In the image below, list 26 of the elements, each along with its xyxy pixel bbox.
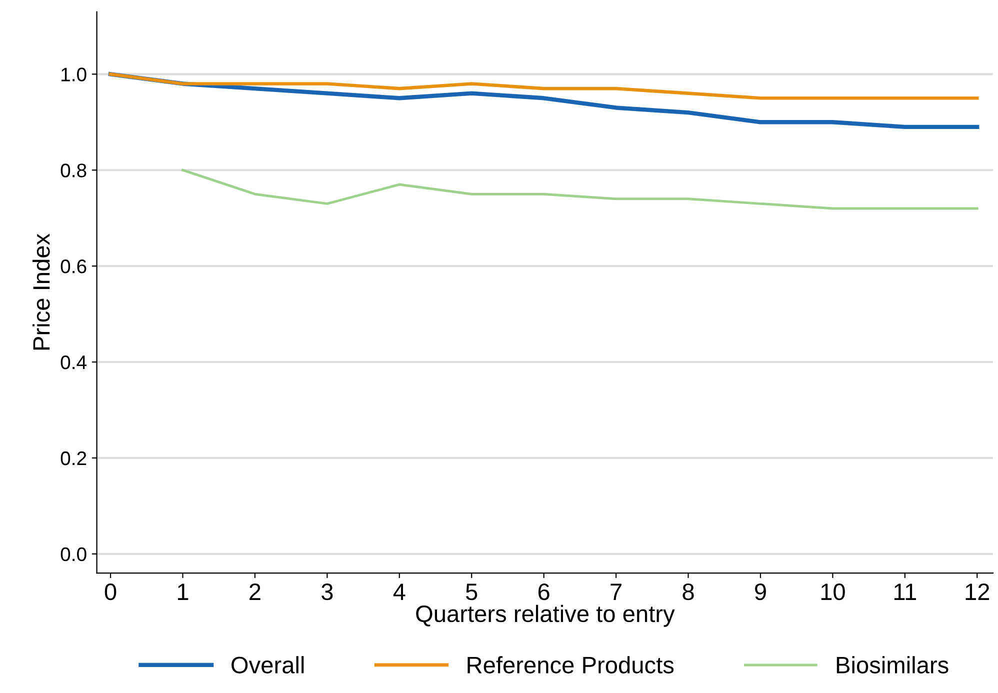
x-tick-label: 2 (250, 583, 260, 600)
x-tick-label: 9 (755, 583, 766, 600)
x-tick-label: 1 (178, 584, 188, 600)
legend-label: Overall (232, 656, 304, 674)
y-tick-label: 0.8 (60, 164, 86, 178)
y-axis-title: Price Index (32, 234, 50, 350)
x-axis-title: Quarters relative to entry (416, 604, 675, 627)
line-series (181, 168, 978, 210)
legend-label: Reference Products (468, 656, 674, 674)
y-tick-label: 0.0 (60, 547, 86, 562)
x-tick-label: 10 (821, 583, 845, 600)
x-tick-label: 4 (393, 584, 406, 600)
x-tick-label: 3 (322, 583, 333, 600)
y-tick-label: 1.0 (62, 68, 86, 82)
x-tick-label: 5 (466, 584, 478, 600)
x-tick-label: 7 (610, 584, 622, 600)
x-tick-label: 11 (894, 584, 916, 600)
line-series (108, 72, 979, 100)
x-tick-label: 6 (538, 583, 550, 600)
x-tick-label: 8 (682, 583, 694, 600)
y-tick-label: 0.4 (60, 355, 87, 370)
legend-label: Biosimilars (836, 656, 948, 674)
y-tick-label: 0.6 (60, 260, 86, 274)
x-tick-label: 0 (104, 583, 116, 600)
x-tick-label: 12 (966, 583, 990, 600)
y-tick-label: 0.2 (60, 451, 86, 466)
